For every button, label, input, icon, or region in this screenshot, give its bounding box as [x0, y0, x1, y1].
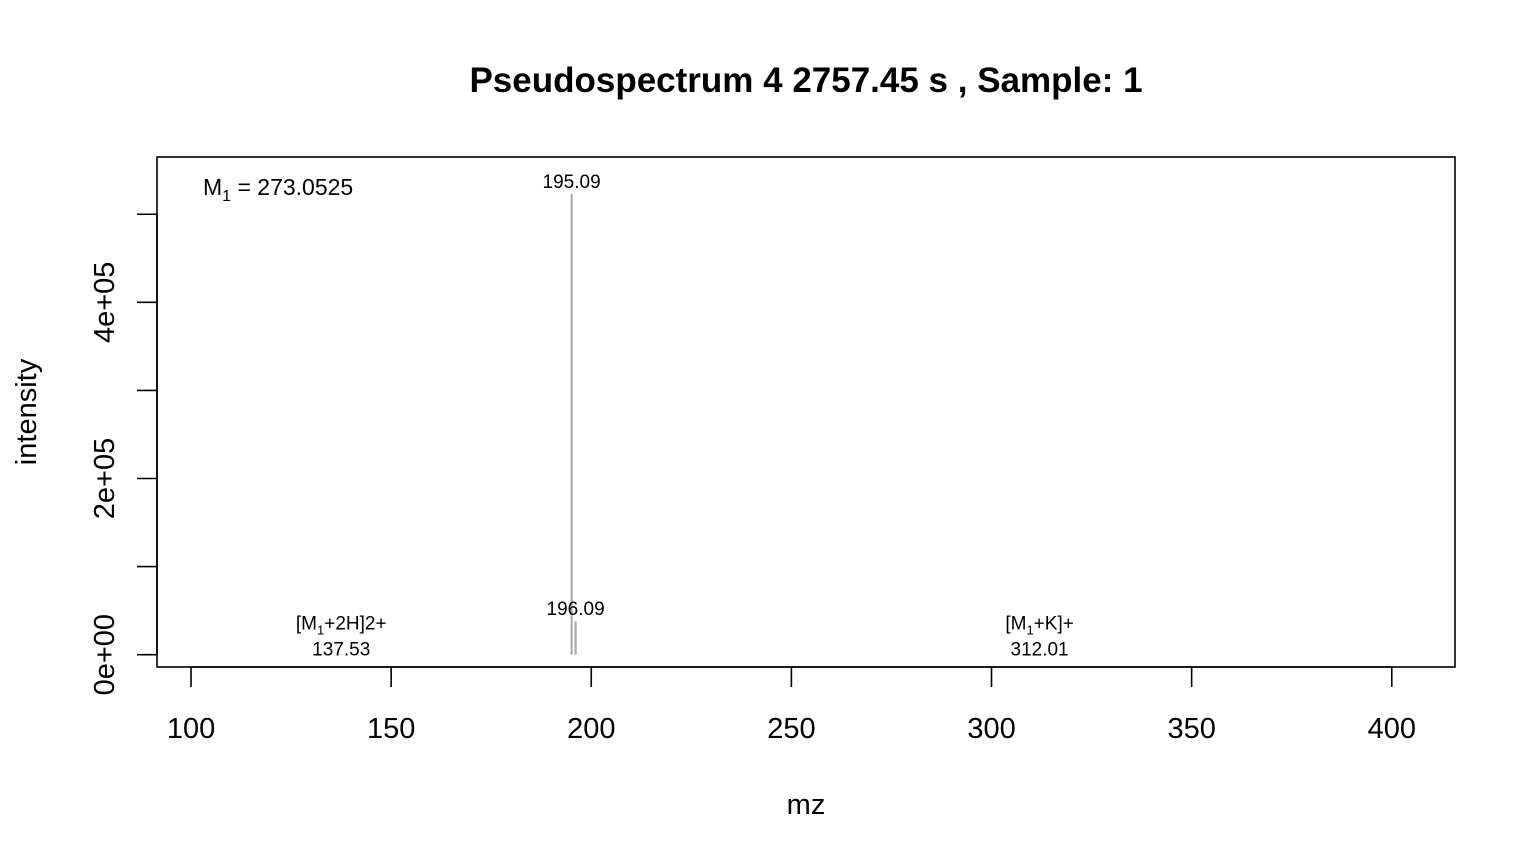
plot-area-frame: [156, 156, 1456, 668]
adduct-annotation-base: [M: [1005, 614, 1026, 635]
peak-label: 137.53: [312, 640, 370, 661]
peak-label: 196.09: [547, 599, 605, 620]
peak-label: 312.01: [1011, 640, 1069, 661]
x-tick-label: 350: [1167, 713, 1215, 745]
y-axis-title: intensity: [11, 358, 43, 465]
mass-annotation-subscript: 1: [222, 188, 231, 205]
x-tick-label: 250: [767, 713, 815, 745]
mass-annotation-base: M: [203, 174, 222, 200]
y-tick-label: 0e+00: [89, 614, 121, 695]
peak-label: 195.09: [543, 172, 601, 193]
y-axis: 0e+00 2e+05 4e+05: [89, 213, 158, 695]
y-tick-label: 4e+05: [89, 262, 121, 343]
adduct-annotation: [M1+2H]2+: [296, 614, 387, 638]
x-tick-label: 300: [967, 713, 1015, 745]
mass-annotation: M1 = 273.0525: [203, 174, 353, 205]
adduct-annotation-base: [M: [296, 614, 317, 635]
adduct-annotation-subscript: 1: [1026, 623, 1033, 638]
chart-title: Pseudospectrum 4 2757.45 s , Sample: 1: [469, 61, 1142, 100]
adduct-annotation-rest: +K]+: [1034, 614, 1074, 635]
x-axis-title: mz: [787, 789, 826, 821]
adduct-annotation: [M1+K]+: [1005, 614, 1074, 638]
x-tick-label: 400: [1368, 713, 1416, 745]
adduct-annotation-rest: +2H]2+: [324, 614, 386, 635]
adduct-annotation-subscript: 1: [317, 623, 324, 638]
x-tick-label: 150: [367, 713, 415, 745]
x-axis: 100 150 200 250 300 350 400: [167, 666, 1416, 745]
x-tick-label: 200: [567, 713, 615, 745]
x-tick-label: 100: [167, 713, 215, 745]
mass-annotation-value: = 273.0525: [231, 174, 353, 200]
y-tick-label: 2e+05: [89, 438, 121, 519]
